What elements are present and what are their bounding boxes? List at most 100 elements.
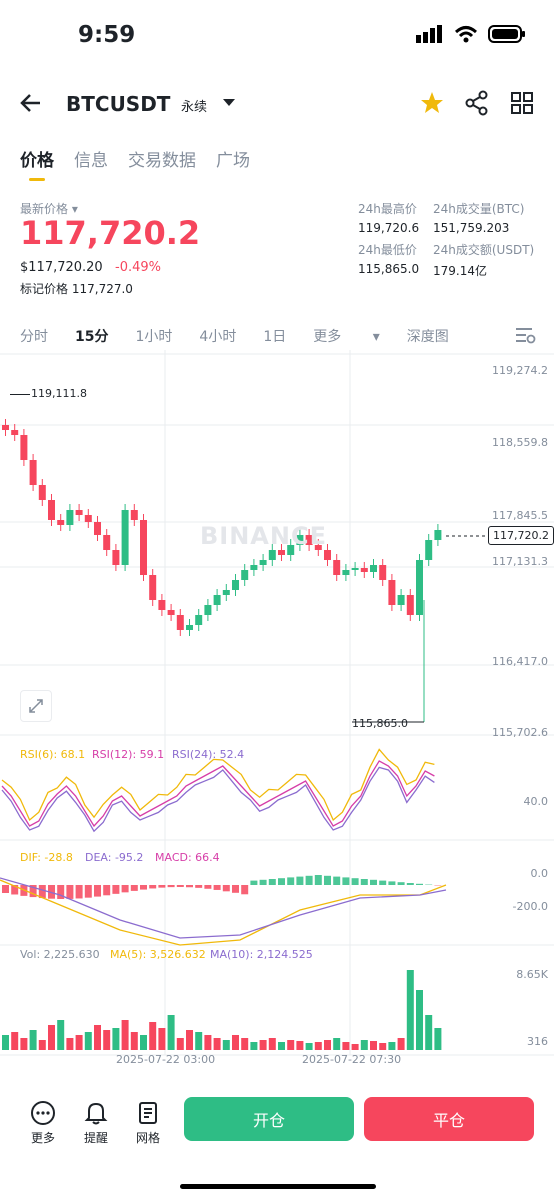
more-button[interactable]: 更多 [30,1100,56,1146]
volume-bar [296,1041,304,1050]
macd-bar [195,885,203,888]
candle-body [360,568,368,572]
vol-label: Vol: 2,225.630 [20,948,100,961]
candle-body [305,535,313,545]
candle-body [296,535,304,545]
alert-button[interactable]: 提醒 [83,1100,109,1146]
latest-price-label[interactable]: 最新价格 ▾ [20,202,78,216]
candle-body [232,580,239,590]
macd-bar [379,880,387,885]
macd-bar [48,885,55,899]
contract-type[interactable]: 永续 [181,100,208,115]
interval-more[interactable]: 更多 ▾ [313,329,380,345]
candle-body [11,430,19,435]
dif-line [0,879,447,946]
grid-menu-icon[interactable] [510,91,534,119]
volume-bar [250,1042,258,1050]
candle-body [213,595,221,605]
macd-bar [259,879,267,885]
candle-body [425,540,433,560]
open-position-button[interactable]: 开仓 [184,1097,354,1141]
volume-bar [434,1028,442,1050]
share-icon[interactable] [464,90,490,120]
candle-body [416,560,423,615]
interval-1d[interactable]: 1日 [263,329,287,345]
macd-bar [38,885,46,899]
macd-bar [158,885,166,888]
macd-label: MACD: 66.4 [155,851,220,864]
macd-bar [388,881,396,885]
interval-depth[interactable]: 深度图 [406,329,449,345]
macd-bar [406,883,414,885]
favorite-star-icon[interactable] [419,90,445,122]
axis-price-4: 117,131.3 [492,555,548,568]
rsi24-label: RSI(24): 52.4 [172,748,245,761]
signal-icon [416,25,442,43]
macd-bar [149,885,157,889]
symbol-dropdown-icon[interactable] [222,96,236,111]
volume-bar [57,1020,65,1050]
status-time: 9:59 [78,22,136,48]
volume-bar [241,1038,249,1050]
volume-bar [2,1035,9,1050]
candle-body [204,605,212,615]
close-position-button[interactable]: 平仓 [364,1097,534,1141]
macd-bar [167,885,175,888]
volume-bar [38,1040,46,1050]
macd-bar [140,885,147,890]
macd-bar [222,885,230,892]
interval-4h[interactable]: 4小时 [199,329,237,345]
volume-bar [186,1030,193,1050]
back-button[interactable] [18,90,44,123]
dea-line [0,877,447,939]
macd-bar [333,876,341,885]
high-marker: 119,111.8 [31,387,87,400]
candle-body [351,568,359,570]
volume-bar [425,1015,433,1050]
kline-chart[interactable] [0,350,554,1070]
stat-high: 24h最高价 119,720.6 [358,202,420,235]
axis-price-1: 119,274.2 [492,364,548,377]
last-price: 117,720.2 [20,214,201,252]
macd-bar [324,875,331,885]
candle-body [324,550,331,560]
macd-bar [11,885,19,895]
volume-bar [314,1042,322,1050]
macd-bar [130,885,138,891]
volume-bar [103,1030,111,1050]
mark-price: 标记价格 117,727.0 [20,282,133,296]
grid-button[interactable]: 网格 [135,1100,161,1146]
volume-bar [11,1032,19,1050]
volume-bar [75,1035,83,1050]
candle-body [287,545,295,555]
candle-body [29,460,37,485]
tab-trading-data[interactable]: 交易数据 [128,151,196,171]
volume-bars [2,970,442,1050]
interval-15m[interactable]: 15分 [75,329,109,345]
more-icon [31,1101,55,1125]
axis-price-2: 118,559.8 [492,436,548,449]
candle-body [314,545,322,550]
low-marker: 115,865.0 [352,717,408,730]
candle-body [342,570,350,575]
candle-body [2,425,9,430]
bell-icon [84,1102,108,1125]
interval-1h[interactable]: 1小时 [135,329,173,345]
interval-timeshare[interactable]: 分时 [20,329,48,345]
tab-price[interactable]: 价格 [20,151,54,171]
candle-body [84,515,92,522]
macd-bar [112,885,120,894]
rsi6-line [1,748,435,822]
vol-axis-top: 8.65K [516,968,548,981]
candle-body [333,560,341,575]
symbol-title[interactable]: BTCUSDT [66,92,171,116]
tab-square[interactable]: 广场 [216,151,250,171]
macd-bar [213,885,221,890]
chart-settings-icon[interactable] [514,326,536,348]
volume-bar [268,1038,276,1050]
expand-icon[interactable] [20,690,52,722]
macd-bar [305,875,313,885]
tab-info[interactable]: 信息 [74,151,108,171]
volume-bar [351,1044,359,1050]
usd-price: $117,720.20 [20,260,103,275]
